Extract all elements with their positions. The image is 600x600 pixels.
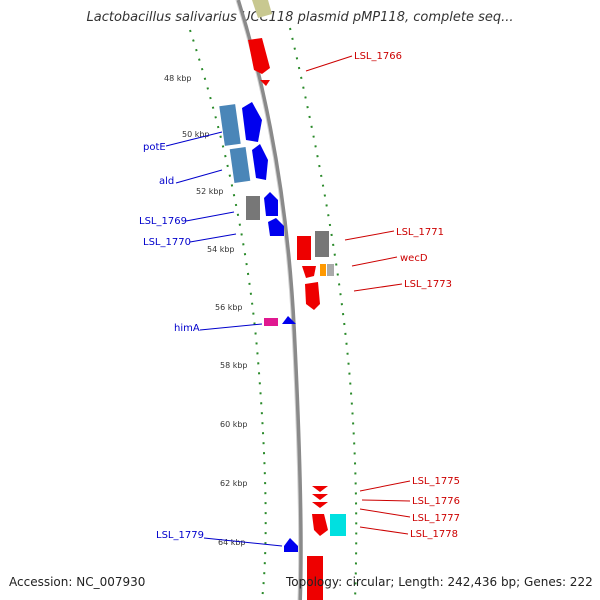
gene-label-left[interactable]: LSL_1769 [139, 216, 187, 227]
label-leader [361, 499, 411, 502]
left-gene-labels: potE ald LSL_1769 LSL_1770 himA LSL_1779 [139, 131, 283, 547]
tick-label: 56 kbp [215, 303, 243, 312]
gene-arrow [260, 80, 270, 86]
summary-text: Topology: circular; Length: 242,436 bp; … [286, 575, 593, 589]
gc-ring-inner [189, 29, 267, 600]
gene-arrow [252, 0, 272, 18]
label-leader [165, 131, 223, 147]
gene-arrow [282, 316, 296, 324]
gene-arrow [312, 502, 328, 508]
label-leader [359, 508, 411, 518]
gene-arrow [264, 192, 278, 216]
gene-label-right[interactable]: wecD [400, 253, 428, 264]
gene-arrow [248, 38, 270, 74]
tick-label: 58 kbp [220, 361, 248, 370]
gene-arrow [268, 218, 284, 236]
gene-label-left[interactable]: LSL_1770 [143, 237, 191, 248]
gene-arrow [302, 266, 316, 278]
tick-label: 60 kbp [220, 420, 248, 429]
gene-label-right[interactable]: LSL_1775 [412, 476, 460, 487]
tick-label: 52 kbp [196, 187, 224, 196]
gene-arrow [312, 494, 328, 500]
label-leader [359, 480, 411, 492]
gene-block [229, 147, 251, 183]
gene-block [307, 556, 323, 600]
gene-arrow [242, 102, 262, 142]
scale-ticks: 48 kbp 50 kbp 52 kbp 54 kbp 56 kbp 58 kb… [164, 74, 248, 547]
gene-label-left[interactable]: potE [143, 142, 166, 153]
gene-block [246, 196, 260, 220]
gene-block [264, 318, 278, 326]
map-title: Lactobacillus salivarius UCC118 plasmid … [86, 10, 514, 25]
gene-label-right[interactable]: LSL_1766 [354, 51, 402, 62]
gene-block [320, 264, 326, 276]
label-leader [353, 283, 403, 292]
gene-block [327, 264, 334, 276]
label-leader [189, 233, 237, 243]
gene-arrow [312, 514, 328, 536]
gene-label-right[interactable]: LSL_1773 [404, 279, 452, 290]
right-gene-labels: LSL_1766 LSL_1771 wecD LSL_1773 LSL_1775… [305, 51, 460, 540]
label-leader [185, 211, 235, 222]
gene-arrow [305, 282, 320, 310]
label-leader [344, 230, 395, 241]
accession-text: Accession: NC_007930 [9, 575, 146, 589]
gene-label-right[interactable]: LSL_1776 [412, 496, 460, 507]
gene-block [219, 104, 241, 146]
gene-features [219, 0, 346, 600]
label-leader [175, 169, 223, 184]
label-leader [351, 256, 398, 267]
gene-block [330, 514, 346, 536]
gene-label-left[interactable]: LSL_1779 [156, 530, 204, 541]
gene-block [315, 231, 329, 257]
gene-arrow [312, 486, 328, 492]
plasmid-backbone-highlight [235, 0, 300, 600]
label-leader [359, 526, 409, 535]
tick-label: 62 kbp [220, 479, 248, 488]
tick-label: 50 kbp [182, 130, 210, 139]
gene-label-right[interactable]: LSL_1778 [410, 529, 458, 540]
plasmid-backbone [236, 0, 303, 600]
label-leader [305, 55, 353, 72]
gene-arrow [252, 144, 268, 180]
tick-label: 64 kbp [218, 538, 246, 547]
label-leader [199, 323, 263, 331]
gene-label-right[interactable]: LSL_1771 [396, 227, 444, 238]
gene-label-left[interactable]: himA [174, 323, 200, 334]
gene-label-right[interactable]: LSL_1777 [412, 513, 460, 524]
tick-label: 48 kbp [164, 74, 192, 83]
gene-arrow [284, 538, 298, 552]
gene-block [297, 236, 311, 260]
label-leader [203, 537, 283, 547]
gene-label-left[interactable]: ald [159, 176, 174, 187]
tick-label: 54 kbp [207, 245, 235, 254]
